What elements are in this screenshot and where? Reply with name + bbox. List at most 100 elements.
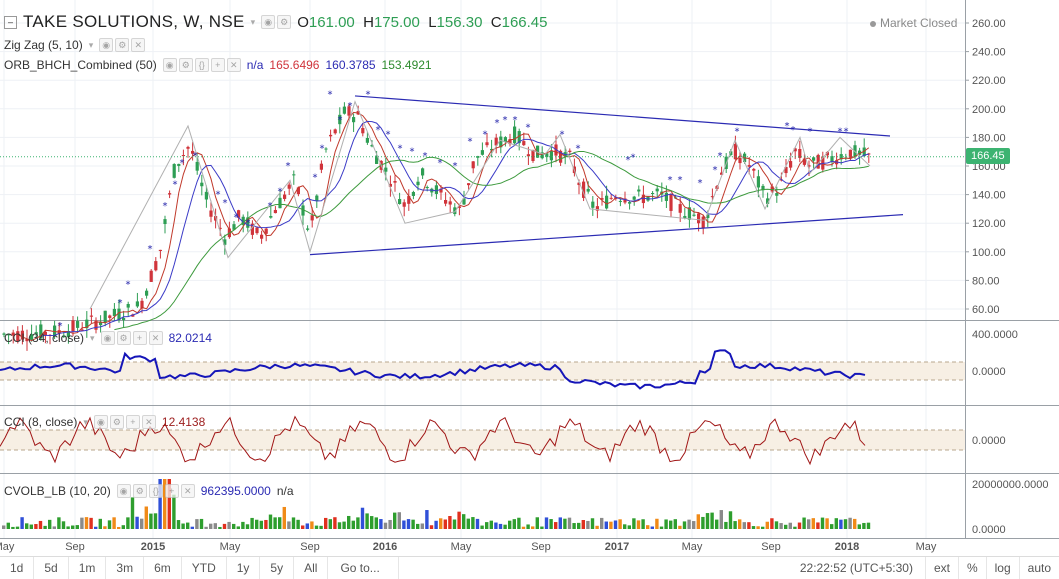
cci34-title[interactable]: CCI (34, close) <box>4 331 85 345</box>
cci34-band <box>0 362 965 380</box>
legend-controls[interactable]: ◉ ⚙ <box>261 15 292 29</box>
volume-bar <box>866 522 871 529</box>
status-dot-icon <box>870 20 876 27</box>
timeframe-1y[interactable]: 1y <box>227 557 261 579</box>
close-icon[interactable]: ✕ <box>148 331 163 345</box>
candle-body <box>503 137 507 143</box>
zigzag-legend[interactable]: Zig Zag (5, 10) ▾ ◉ ⚙ ✕ <box>4 38 146 52</box>
collapse-icon[interactable]: – <box>4 15 17 29</box>
volume-bar <box>204 526 208 529</box>
candle-body <box>154 261 158 271</box>
zigzag-controls[interactable]: ◉ ⚙ ✕ <box>99 38 146 52</box>
chevron-down-icon[interactable]: ▾ <box>90 332 95 343</box>
log-toggle[interactable]: log <box>985 557 1019 579</box>
volume-bar <box>820 517 825 529</box>
timeframe-6m[interactable]: 6m <box>144 557 182 579</box>
cci34-value: 82.0214 <box>168 331 212 345</box>
chevron-down-icon[interactable]: ▾ <box>250 16 256 27</box>
gear-icon[interactable]: ⚙ <box>277 15 292 29</box>
volume-bar <box>163 479 167 529</box>
chevron-down-icon[interactable]: ▾ <box>83 416 88 427</box>
plus-icon[interactable]: + <box>125 415 140 429</box>
source-icon[interactable]: {} <box>194 58 209 72</box>
gear-icon[interactable]: ⚙ <box>109 415 124 429</box>
time-tick-label: May <box>916 541 937 553</box>
timeframe-5y[interactable]: 5y <box>260 557 295 579</box>
timeframe-ytd[interactable]: YTD <box>182 557 227 579</box>
ext-toggle[interactable]: ext <box>924 557 958 579</box>
timeframe-1m[interactable]: 1m <box>69 557 107 579</box>
cci8-plot[interactable] <box>0 415 965 466</box>
time-tick-label: May <box>220 541 241 553</box>
eye-icon[interactable]: ◉ <box>116 484 131 498</box>
cci34-plot[interactable] <box>0 349 965 390</box>
timeframe-all[interactable]: All <box>294 557 329 579</box>
close-icon[interactable]: ✕ <box>131 38 146 52</box>
candle-body <box>352 117 356 123</box>
percent-toggle[interactable]: % <box>957 557 986 579</box>
volume-bar <box>623 524 627 529</box>
symbol-title[interactable]: TAKE SOLUTIONS, W, NSE <box>23 12 245 31</box>
candle-body <box>16 331 20 342</box>
close-icon[interactable]: ✕ <box>141 415 156 429</box>
orb-legend[interactable]: ORB_BHCH_Combined (50) ◉ ⚙{} + ✕ n/a 165.64… <box>4 58 432 72</box>
eye-icon[interactable]: ◉ <box>100 331 115 345</box>
timeframe-1d[interactable]: 1d <box>0 557 35 579</box>
cci34-legend[interactable]: CCI (34, close) ▾ ◉ ⚙ + ✕ 82.0214 <box>4 331 212 345</box>
candle-body <box>269 215 273 218</box>
zigzag-title[interactable]: Zig Zag (5, 10) <box>4 38 83 52</box>
price-tick-label: 260.00 <box>972 18 1006 30</box>
cci8-title[interactable]: CCI (8, close) <box>4 415 78 429</box>
gear-icon[interactable]: ⚙ <box>115 38 130 52</box>
goto-button[interactable]: Go to... <box>328 557 399 579</box>
candle-body <box>720 172 724 175</box>
candle-body <box>149 270 153 282</box>
cvolb-legend[interactable]: CVOLB_LB (10, 20) ◉ ⚙{} + ✕ 962395.0000 n/a <box>4 484 294 498</box>
plus-icon[interactable]: + <box>164 484 179 498</box>
volume-bar <box>425 510 429 529</box>
orb-title[interactable]: ORB_BHCH_Combined (50) <box>4 58 157 72</box>
gear-icon[interactable]: ⚙ <box>132 484 147 498</box>
orb-controls[interactable]: ◉ ⚙{} + ✕ <box>162 58 241 72</box>
auto-toggle[interactable]: auto <box>1018 557 1059 579</box>
cvolb-controls[interactable]: ◉ ⚙{} + ✕ <box>116 484 195 498</box>
signal-marker: * <box>495 118 500 129</box>
volume-bar <box>825 518 829 529</box>
volume-bar <box>333 517 337 529</box>
eye-icon[interactable]: ◉ <box>93 415 108 429</box>
open-value: 161.00 <box>308 13 355 31</box>
volume-plot[interactable] <box>2 479 871 529</box>
close-icon[interactable]: ✕ <box>226 58 241 72</box>
close-icon[interactable]: ✕ <box>180 484 195 498</box>
timeframe-3m[interactable]: 3m <box>106 557 145 579</box>
plus-icon[interactable]: + <box>210 58 225 72</box>
volume-bar <box>462 514 466 529</box>
gear-icon[interactable]: ⚙ <box>178 58 193 72</box>
price-tick-label: 220.00 <box>972 75 1006 87</box>
volume-bar <box>255 519 259 529</box>
candle-body <box>241 216 245 225</box>
eye-icon[interactable]: ◉ <box>261 15 276 29</box>
eye-icon[interactable]: ◉ <box>162 58 177 72</box>
price-plot[interactable]: * * * * * * * * * * * * * * * * * * * * * * * * * * * * * * * * * * * * * * * *… <box>0 89 965 351</box>
candle-body <box>140 300 144 309</box>
candle-body <box>34 332 38 335</box>
volume-bar <box>466 518 470 529</box>
volume-bar <box>112 517 116 529</box>
source-icon[interactable]: {} <box>148 484 163 498</box>
candle-body <box>186 146 190 149</box>
volume-bar <box>176 520 181 529</box>
open-label: O <box>297 13 309 31</box>
plus-icon[interactable]: + <box>132 331 147 345</box>
eye-icon[interactable]: ◉ <box>99 38 114 52</box>
cci34-controls[interactable]: ◉ ⚙ + ✕ <box>100 331 163 345</box>
cvolb-title[interactable]: CVOLB_LB (10, 20) <box>4 484 111 498</box>
timeframe-5d[interactable]: 5d <box>34 557 69 579</box>
volume-bar <box>641 519 645 529</box>
cci8-controls[interactable]: ◉ ⚙ + ✕ <box>93 415 156 429</box>
gear-icon[interactable]: ⚙ <box>116 331 131 345</box>
candle-body <box>103 310 107 323</box>
cci8-legend[interactable]: CCI (8, close) ▾ ◉ ⚙ + ✕ 12.4138 <box>4 415 205 429</box>
chevron-down-icon[interactable]: ▾ <box>88 39 94 50</box>
